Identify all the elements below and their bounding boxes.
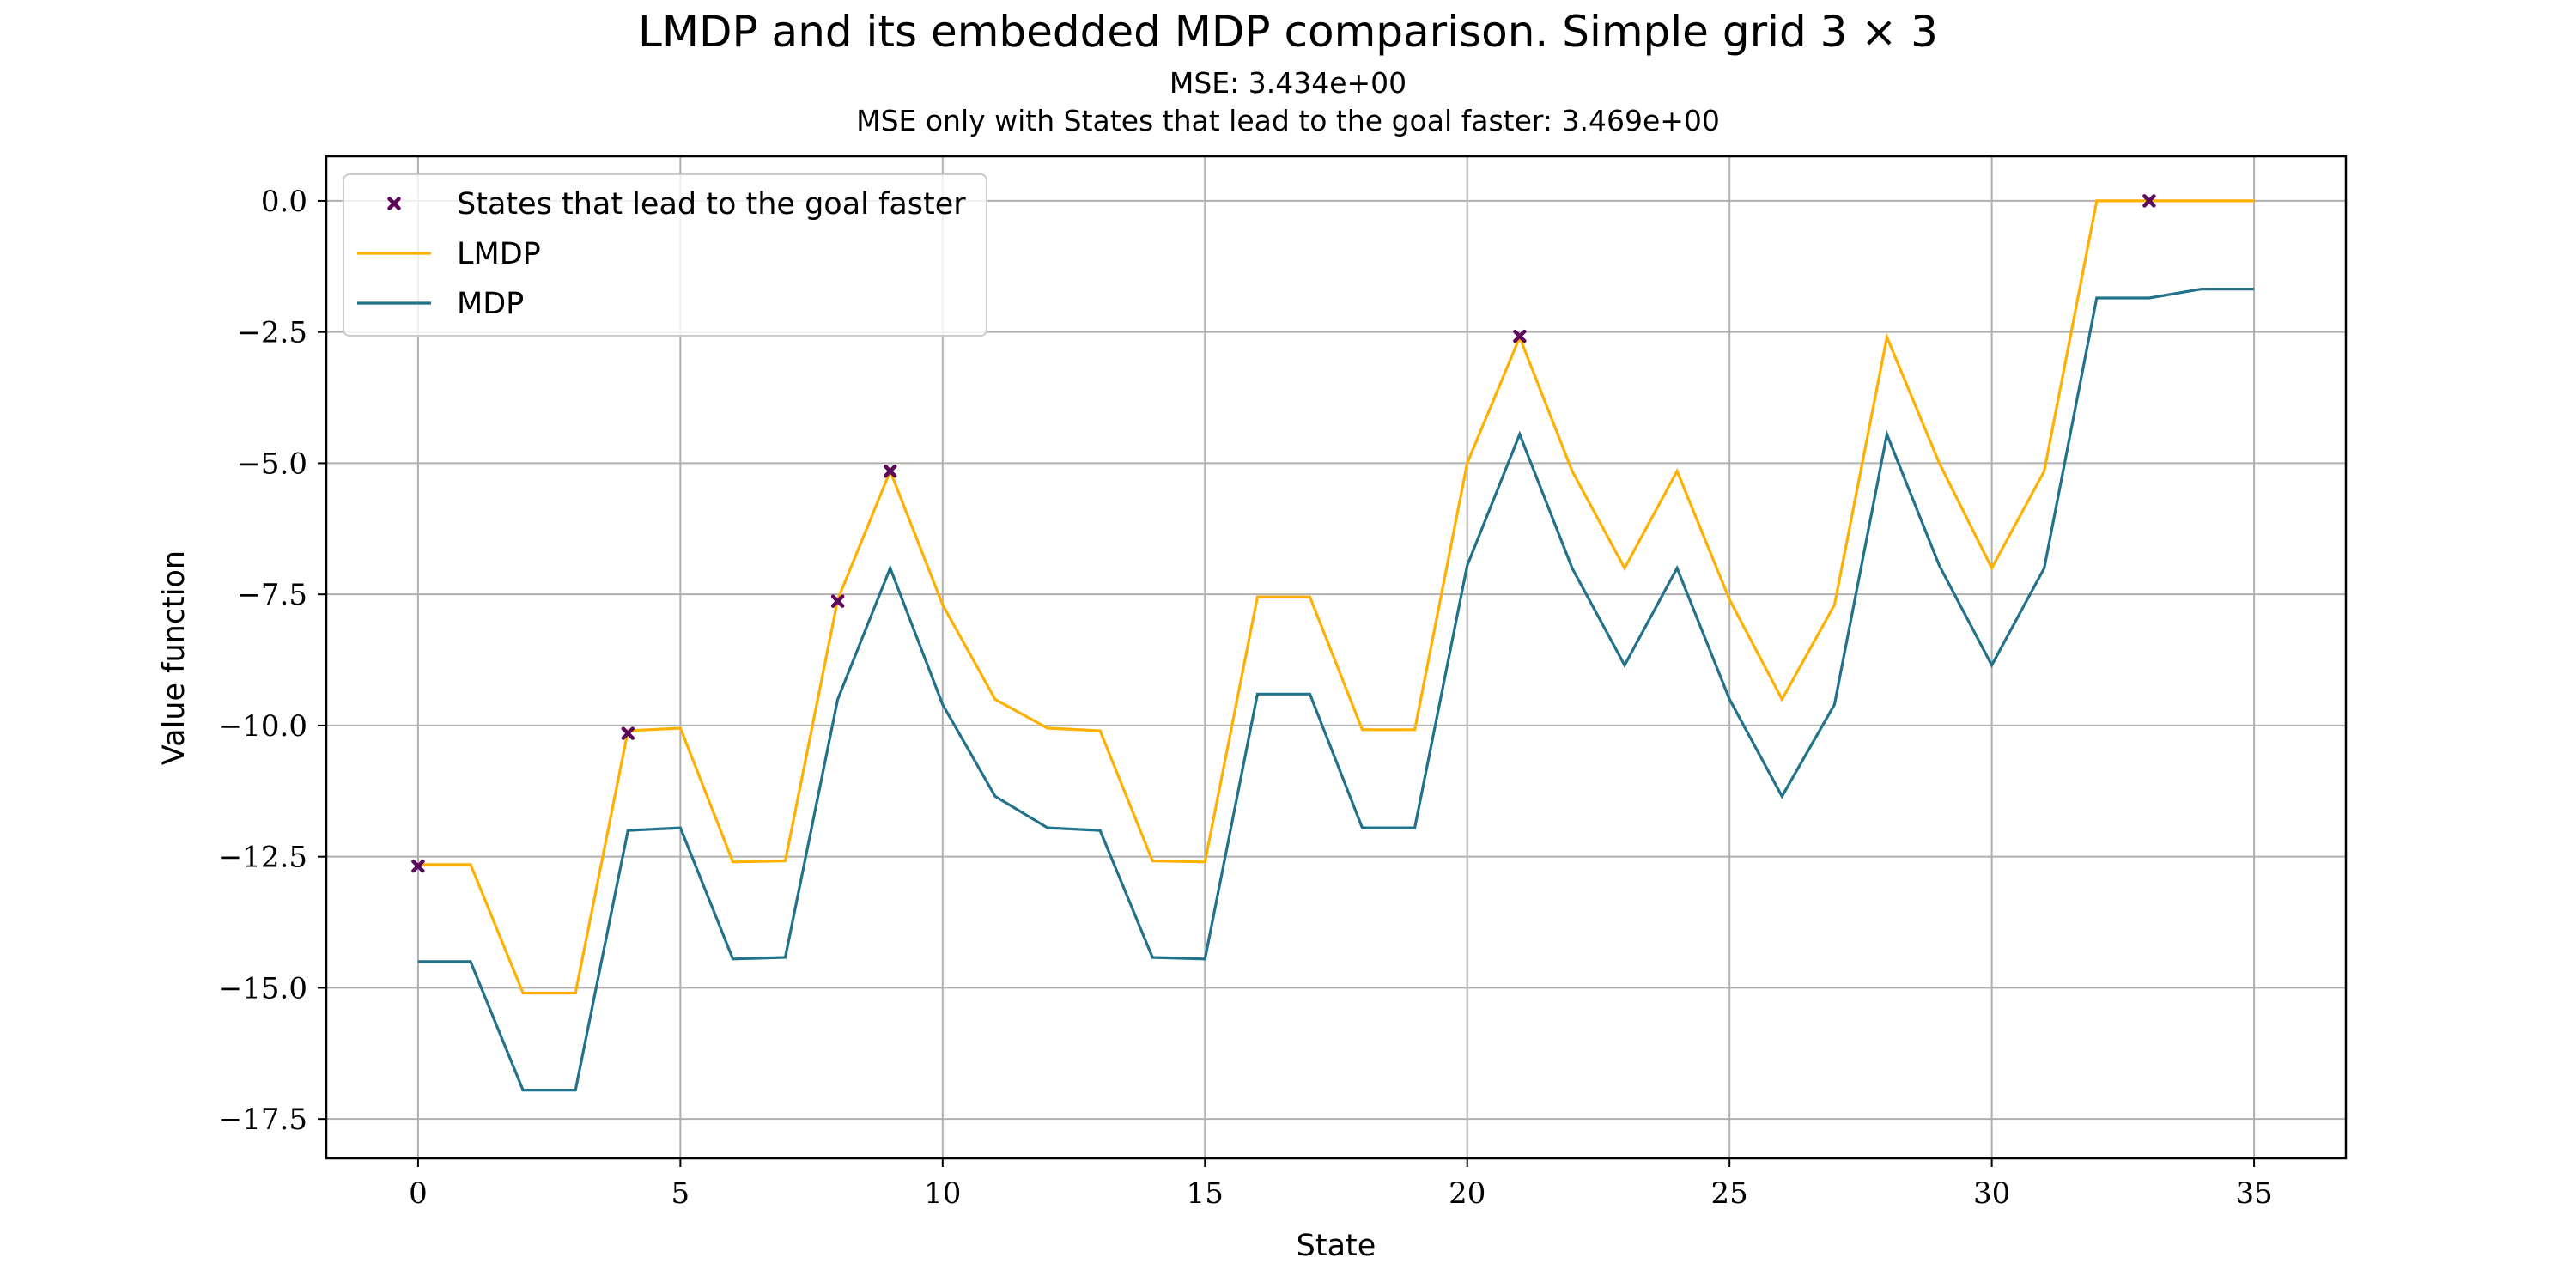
chart-subtitle-mse: MSE: 3.434e+00 [1170, 66, 1406, 100]
goal-state-marker [621, 726, 635, 740]
plot-frame [325, 155, 2348, 1160]
x-tick-label: 10 [924, 1176, 961, 1211]
goal-state-marker [830, 594, 845, 608]
y-tick-label: −7.5 [236, 578, 307, 612]
x-tick-label: 25 [1711, 1176, 1748, 1211]
legend: States that lead to the goal faster LMDP M… [343, 173, 987, 337]
goal-state-marker [411, 859, 425, 873]
x-tick-label: 20 [1449, 1176, 1485, 1211]
legend-label: MDP [457, 287, 524, 321]
series-line-lmdp [417, 199, 2255, 995]
series-line-mdp [417, 288, 2255, 1092]
legend-box [343, 173, 987, 337]
y-tick-label: −15.0 [218, 971, 307, 1005]
legend-label: LMDP [457, 237, 541, 271]
goal-state-marker [883, 464, 897, 478]
goal-state-markers [411, 194, 2156, 873]
goal-state-marker [2142, 194, 2156, 208]
y-axis-label: Value function [157, 550, 191, 765]
x-tick-label: 5 [671, 1176, 690, 1211]
y-tick-label: −10.0 [218, 709, 307, 744]
x-axis-label: State [1297, 1229, 1376, 1263]
y-tick-label: −5.0 [236, 447, 307, 481]
x-tick-label: 30 [1973, 1176, 2010, 1211]
chart-subtitle-mse-goal-states: MSE only with States that lead to the go… [856, 104, 1720, 137]
chart-title: LMDP and its embedded MDP comparison. Si… [638, 7, 1938, 57]
legend-label: States that lead to the goal faster [457, 187, 966, 222]
y-tick-label: −12.5 [218, 841, 307, 875]
y-tick-label: −17.5 [218, 1103, 307, 1137]
y-tick-label: −2.5 [236, 316, 307, 350]
x-tick-label: 35 [2235, 1176, 2272, 1211]
x-tick-label: 0 [409, 1176, 428, 1211]
axis-ticks: 0 5 10 15 20 25 30 35 0.0 −2.5 −5.0 −7.5 −10.0 −12.5 −… [218, 185, 2273, 1211]
goal-state-marker [1513, 329, 1527, 343]
legend-marker-icon [387, 197, 401, 210]
series-lines [417, 199, 2255, 1092]
grid [326, 156, 2346, 1158]
x-tick-label: 15 [1187, 1176, 1224, 1211]
y-tick-label: 0.0 [261, 185, 307, 219]
